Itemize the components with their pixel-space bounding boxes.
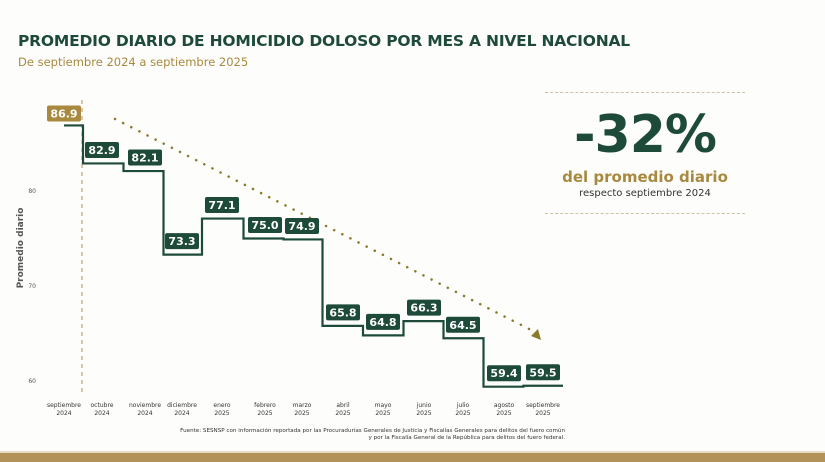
data-label-box bbox=[47, 105, 81, 122]
x-tick-label: septiembre bbox=[526, 402, 560, 409]
data-label-box bbox=[407, 299, 441, 316]
data-label: 65.8 bbox=[329, 306, 356, 319]
x-tick-year: 2025 bbox=[496, 410, 511, 417]
x-tick-year: 2024 bbox=[174, 410, 189, 417]
y-axis-label: Promedio diario bbox=[16, 208, 26, 289]
data-label-box bbox=[248, 217, 282, 233]
data-label: 73.3 bbox=[168, 235, 195, 248]
y-tick-label: 70 bbox=[28, 283, 36, 290]
data-label-box bbox=[165, 233, 199, 250]
x-tick-label: febrero bbox=[254, 402, 276, 409]
x-tick-label: agosto bbox=[494, 402, 515, 409]
data-label: 77.1 bbox=[208, 199, 235, 212]
kpi-divider-bottom bbox=[545, 213, 745, 214]
kpi-divider-top bbox=[545, 92, 745, 93]
x-tick-year: 2025 bbox=[375, 410, 390, 417]
data-label-box bbox=[366, 313, 400, 330]
data-label: 74.9 bbox=[288, 220, 315, 233]
data-label: 86.9 bbox=[50, 107, 77, 120]
x-tick-year: 2025 bbox=[455, 410, 470, 417]
data-label-box bbox=[326, 304, 360, 321]
kpi-label: del promedio diario bbox=[562, 168, 728, 186]
x-tick-label: noviembre bbox=[129, 402, 161, 409]
x-tick-year: 2025 bbox=[535, 410, 550, 417]
x-tick-label: marzo bbox=[293, 402, 312, 409]
source-line-2: y por la Fiscalía General de la Repúblic… bbox=[368, 435, 565, 441]
x-tick-label: octubre bbox=[91, 402, 114, 409]
data-label: 59.4 bbox=[490, 367, 517, 380]
data-label: 64.5 bbox=[449, 319, 476, 332]
kpi-value: -32% bbox=[573, 105, 717, 165]
data-label-box bbox=[128, 149, 162, 166]
data-label-box bbox=[85, 141, 119, 158]
x-tick-label: julio bbox=[456, 402, 470, 409]
source-line-1: Fuente: SESNSP con información reportada… bbox=[180, 428, 565, 434]
x-tick-year: 2025 bbox=[335, 410, 350, 417]
data-label-box bbox=[205, 197, 239, 214]
x-tick-year: 2025 bbox=[294, 410, 309, 417]
data-label: 82.1 bbox=[131, 152, 158, 165]
x-tick-year: 2025 bbox=[416, 410, 431, 417]
data-label-box bbox=[487, 365, 521, 382]
trend-line bbox=[113, 117, 535, 333]
x-tick-label: enero bbox=[213, 402, 231, 409]
step-line bbox=[64, 124, 563, 388]
data-label: 82.9 bbox=[88, 144, 115, 157]
x-tick-year: 2025 bbox=[257, 410, 272, 417]
x-tick-year: 2024 bbox=[94, 410, 109, 417]
chart-title: PROMEDIO DIARIO DE HOMICIDIO DOLOSO POR … bbox=[18, 32, 630, 50]
x-tick-label: junio bbox=[416, 402, 432, 409]
x-tick-year: 2025 bbox=[214, 410, 229, 417]
data-label: 64.8 bbox=[369, 316, 396, 329]
data-label: 66.3 bbox=[410, 302, 437, 315]
footer-band bbox=[0, 451, 825, 462]
data-label-box bbox=[526, 364, 560, 381]
x-tick-label: septiembre bbox=[47, 402, 81, 409]
x-tick-year: 2024 bbox=[56, 410, 71, 417]
x-tick-label: mayo bbox=[375, 402, 392, 409]
data-label-box bbox=[285, 217, 319, 234]
kpi-sub: respecto septiembre 2024 bbox=[579, 188, 711, 199]
x-tick-year: 2024 bbox=[137, 410, 152, 417]
chart-subtitle: De septiembre 2024 a septiembre 2025 bbox=[18, 55, 249, 69]
data-label-box bbox=[446, 316, 480, 333]
trend-arrow-icon bbox=[531, 329, 541, 340]
y-tick-label: 80 bbox=[28, 188, 36, 195]
source-note: Fuente: SESNSP con información reportada… bbox=[165, 428, 565, 442]
x-tick-label: diciembre bbox=[167, 402, 197, 409]
data-label: 75.0 bbox=[251, 219, 278, 232]
x-tick-label: abril bbox=[336, 402, 350, 409]
data-label: 59.5 bbox=[529, 366, 556, 379]
y-tick-label: 60 bbox=[28, 378, 36, 385]
